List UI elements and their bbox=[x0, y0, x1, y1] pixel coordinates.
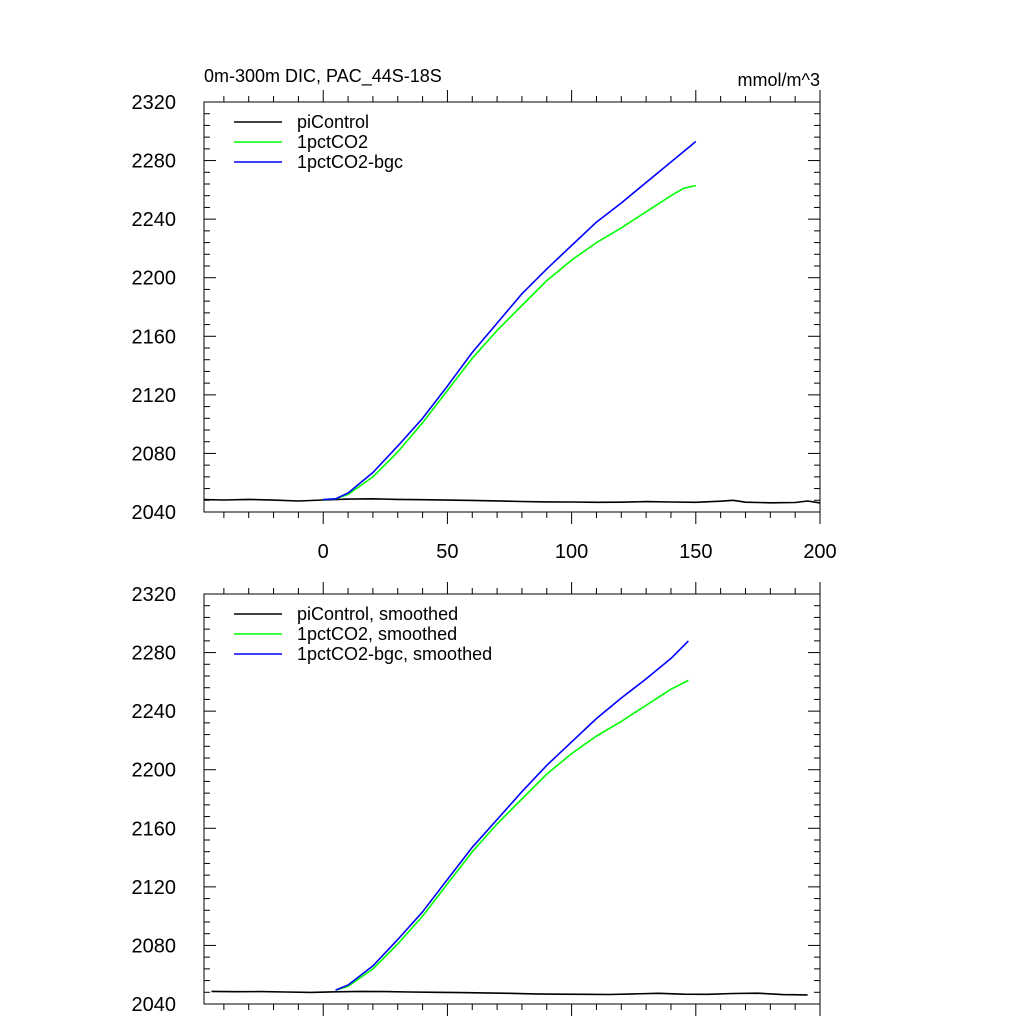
y-tick-label: 2200 bbox=[132, 268, 177, 290]
x-tick-label: 200 bbox=[803, 541, 836, 563]
legend-label: 1pctCO2, smoothed bbox=[297, 624, 457, 644]
y-tick-label: 2280 bbox=[132, 151, 177, 173]
legend-label: 1pctCO2-bgc bbox=[297, 152, 403, 172]
y-tick-label: 2200 bbox=[132, 760, 177, 782]
plot-frame bbox=[203, 101, 821, 513]
x-tick-label: 0 bbox=[318, 541, 329, 563]
y-tick-label: 2080 bbox=[132, 935, 177, 957]
legend-label: 1pctCO2 bbox=[297, 132, 368, 152]
y-tick-label: 2040 bbox=[132, 994, 177, 1016]
y-tick-label: 2240 bbox=[132, 701, 177, 723]
y-tick-label: 2320 bbox=[132, 92, 177, 114]
series-line-1pctCO2-bgc bbox=[335, 640, 689, 991]
chart-title: 0m-300m DIC, PAC_44S-18S bbox=[204, 66, 442, 87]
y-tick-label: 2160 bbox=[132, 326, 177, 348]
series-line-piControl bbox=[211, 990, 808, 996]
legend-label: 1pctCO2-bgc, smoothed bbox=[297, 644, 492, 664]
series-line-piControl bbox=[203, 497, 821, 504]
y-tick-label: 2080 bbox=[132, 443, 177, 465]
legend-label: piControl, smoothed bbox=[297, 604, 458, 624]
x-tick-label: 150 bbox=[679, 541, 712, 563]
series-line-1pctCO2-bgc bbox=[323, 140, 697, 501]
plot-frame bbox=[203, 593, 821, 1005]
y-tick-label: 2320 bbox=[132, 584, 177, 606]
top-panel: 2040 2080 2120 2160 2200 2240 2280 2320 0 50 100 15… bbox=[132, 90, 837, 563]
y-tick-label: 2120 bbox=[132, 877, 177, 899]
y-tick-label: 2280 bbox=[132, 643, 177, 665]
series-line-1pctCO2 bbox=[335, 679, 689, 991]
units-label: mmol/m^3 bbox=[738, 70, 820, 90]
x-tick-label: 100 bbox=[555, 541, 588, 563]
legend-label: piControl bbox=[297, 112, 369, 132]
series-line-1pctCO2 bbox=[323, 184, 696, 501]
bottom-panel: 2040 2080 2120 2160 2200 2240 2280 2320 piContro… bbox=[132, 582, 821, 1016]
y-tick-label: 2240 bbox=[132, 209, 177, 231]
y-tick-label: 2120 bbox=[132, 385, 177, 407]
y-tick-label: 2160 bbox=[132, 818, 177, 840]
y-tick-label: 2040 bbox=[132, 502, 177, 524]
x-tick-label: 50 bbox=[436, 541, 458, 563]
